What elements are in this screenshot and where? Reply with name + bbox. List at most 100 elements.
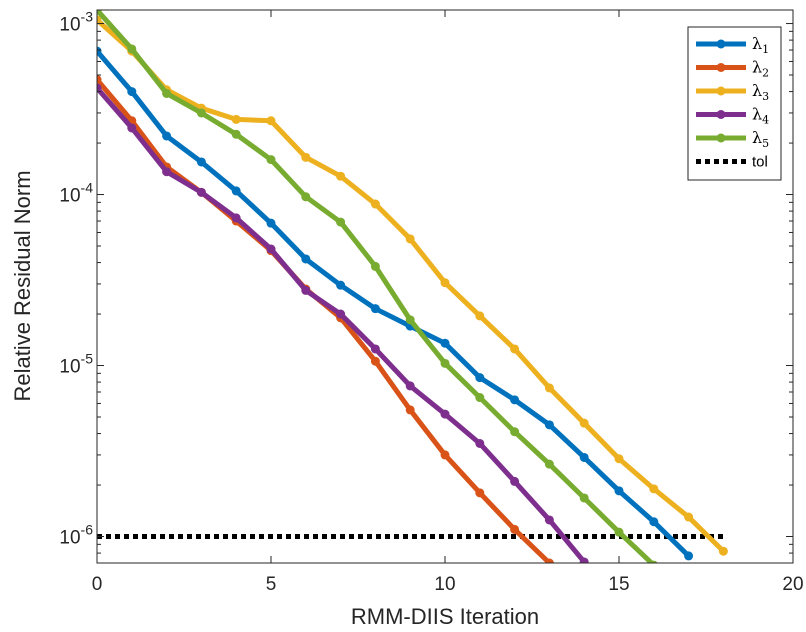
legend-label-tol: tol — [752, 154, 768, 171]
legend-marker — [716, 39, 726, 49]
data-point — [301, 254, 311, 264]
data-point — [405, 381, 415, 391]
data-point — [475, 311, 485, 321]
data-point — [649, 560, 658, 563]
data-point — [579, 557, 589, 563]
data-point — [544, 420, 554, 430]
series-lambda-5 — [97, 10, 658, 563]
y-tick-label: 10-6 — [59, 522, 93, 549]
plot-area — [97, 10, 728, 563]
data-point — [301, 192, 311, 202]
legend-label: λ4 — [752, 105, 769, 127]
data-point — [336, 171, 346, 181]
data-point — [97, 15, 102, 25]
data-point — [579, 418, 589, 428]
data-point — [97, 10, 102, 15]
legend-label: λ1 — [752, 34, 769, 56]
data-point — [544, 383, 554, 393]
series-lambda-3 — [97, 15, 728, 556]
data-point — [510, 395, 520, 405]
x-axis: 0 5 10 15 20 — [92, 10, 804, 595]
data-point — [97, 83, 102, 93]
legend-box — [687, 26, 782, 181]
data-point — [649, 484, 659, 494]
series-line — [97, 10, 656, 563]
data-point — [336, 217, 346, 227]
data-point — [544, 558, 554, 563]
x-tick-label: 20 — [782, 574, 803, 595]
x-tick-label: 15 — [608, 574, 629, 595]
data-point — [440, 450, 450, 460]
data-point — [301, 152, 311, 162]
data-point — [162, 167, 172, 177]
legend-marker — [716, 133, 726, 143]
series-layer — [97, 10, 728, 563]
data-point — [718, 546, 728, 556]
data-point — [127, 123, 137, 133]
data-point — [475, 393, 485, 403]
data-point — [579, 493, 589, 503]
data-point — [684, 512, 694, 522]
data-point — [475, 488, 485, 498]
data-point — [301, 285, 311, 295]
data-point — [266, 218, 276, 228]
data-point — [440, 278, 450, 288]
data-point — [231, 129, 241, 139]
legend-marker — [716, 86, 726, 96]
legend-marker — [716, 110, 726, 119]
data-point — [649, 517, 659, 527]
data-point — [196, 157, 206, 167]
data-point — [440, 409, 450, 419]
data-point — [231, 213, 241, 223]
data-point — [475, 373, 485, 383]
data-point — [127, 44, 137, 54]
data-point — [440, 338, 450, 348]
data-point — [405, 405, 415, 415]
data-point — [440, 358, 450, 368]
data-point — [405, 315, 415, 325]
data-point — [370, 356, 380, 366]
data-point — [336, 309, 346, 319]
data-point — [614, 527, 624, 537]
data-point — [97, 46, 102, 56]
data-point — [370, 199, 380, 209]
data-point — [510, 427, 520, 437]
y-axis-title: Relative Residual Norm — [10, 170, 35, 401]
x-axis-title: RMM-DIIS Iteration — [351, 604, 539, 629]
data-point — [510, 344, 520, 354]
data-point — [336, 280, 346, 290]
series-line — [97, 86, 587, 563]
y-axis: 10-6 10-5 10-4 10-3 — [59, 9, 793, 564]
data-point — [544, 515, 554, 525]
legend-label: λ3 — [752, 81, 769, 103]
data-point — [614, 454, 624, 464]
data-point — [579, 452, 589, 462]
data-point — [475, 438, 485, 448]
data-point — [162, 88, 172, 98]
legend-label: λ5 — [752, 128, 769, 150]
data-point — [196, 108, 206, 118]
data-point — [370, 261, 380, 271]
data-point — [510, 476, 520, 486]
data-point — [370, 304, 380, 314]
data-point — [370, 344, 380, 354]
x-tick-label: 0 — [92, 574, 103, 595]
data-point — [510, 524, 520, 534]
data-point — [266, 244, 276, 254]
data-point — [266, 155, 276, 165]
legend-marker — [716, 63, 726, 72]
data-point — [127, 87, 137, 97]
series-line — [97, 49, 691, 558]
data-point — [405, 234, 415, 244]
data-point — [97, 75, 102, 85]
data-point — [684, 551, 694, 561]
series-lambda-4 — [97, 83, 589, 563]
legend-label: λ2 — [752, 58, 769, 80]
series-line — [97, 18, 726, 554]
series-lambda-1 — [97, 46, 694, 561]
y-tick-label: 10-5 — [59, 351, 93, 378]
data-point — [231, 114, 241, 124]
data-point — [544, 459, 554, 469]
